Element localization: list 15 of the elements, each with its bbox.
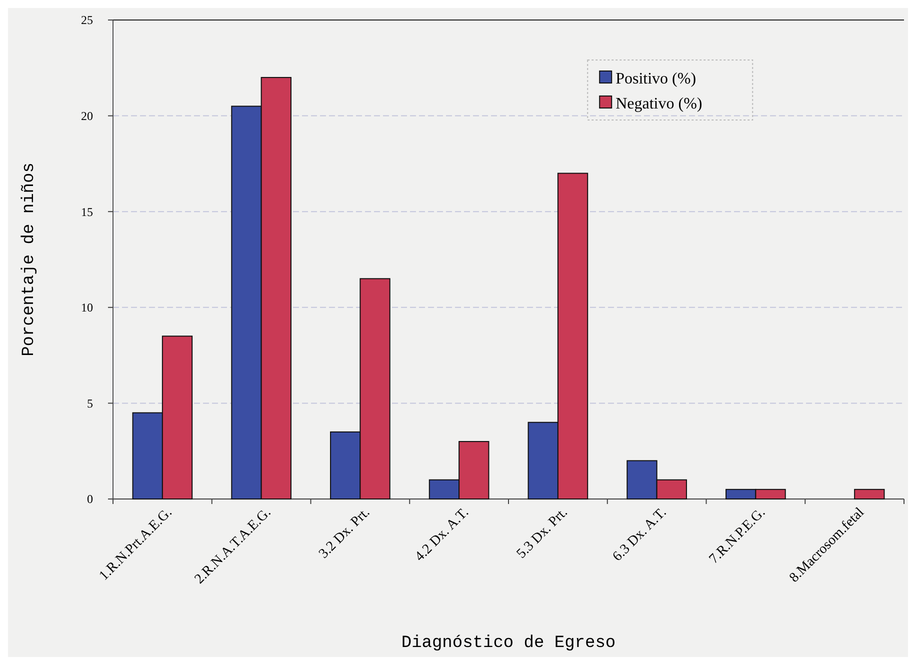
y-axis-title: Porcentaje de niños — [20, 162, 39, 356]
y-tick-label: 20 — [81, 109, 93, 123]
x-tick-label: 4.2 Dx. A.T. — [412, 505, 472, 565]
legend-label: Positivo (%) — [616, 70, 696, 88]
y-tick-label: 25 — [81, 13, 93, 28]
x-axis-title: Diagnóstico de Egreso — [401, 634, 616, 653]
y-tick-label: 0 — [87, 492, 93, 506]
legend-label: Negativo (%) — [616, 96, 702, 113]
x-tick-label: 3.2 Dx. Prt. — [316, 505, 374, 562]
y-tick-label: 10 — [81, 300, 93, 315]
x-tick-label: 6.3 Dx. A.T. — [610, 505, 670, 565]
y-tick-label: 15 — [81, 204, 93, 219]
y-tick-label: 5 — [87, 396, 93, 410]
bar — [854, 488, 885, 500]
x-tick-label: 5.3 Dx. Prt. — [514, 505, 571, 562]
